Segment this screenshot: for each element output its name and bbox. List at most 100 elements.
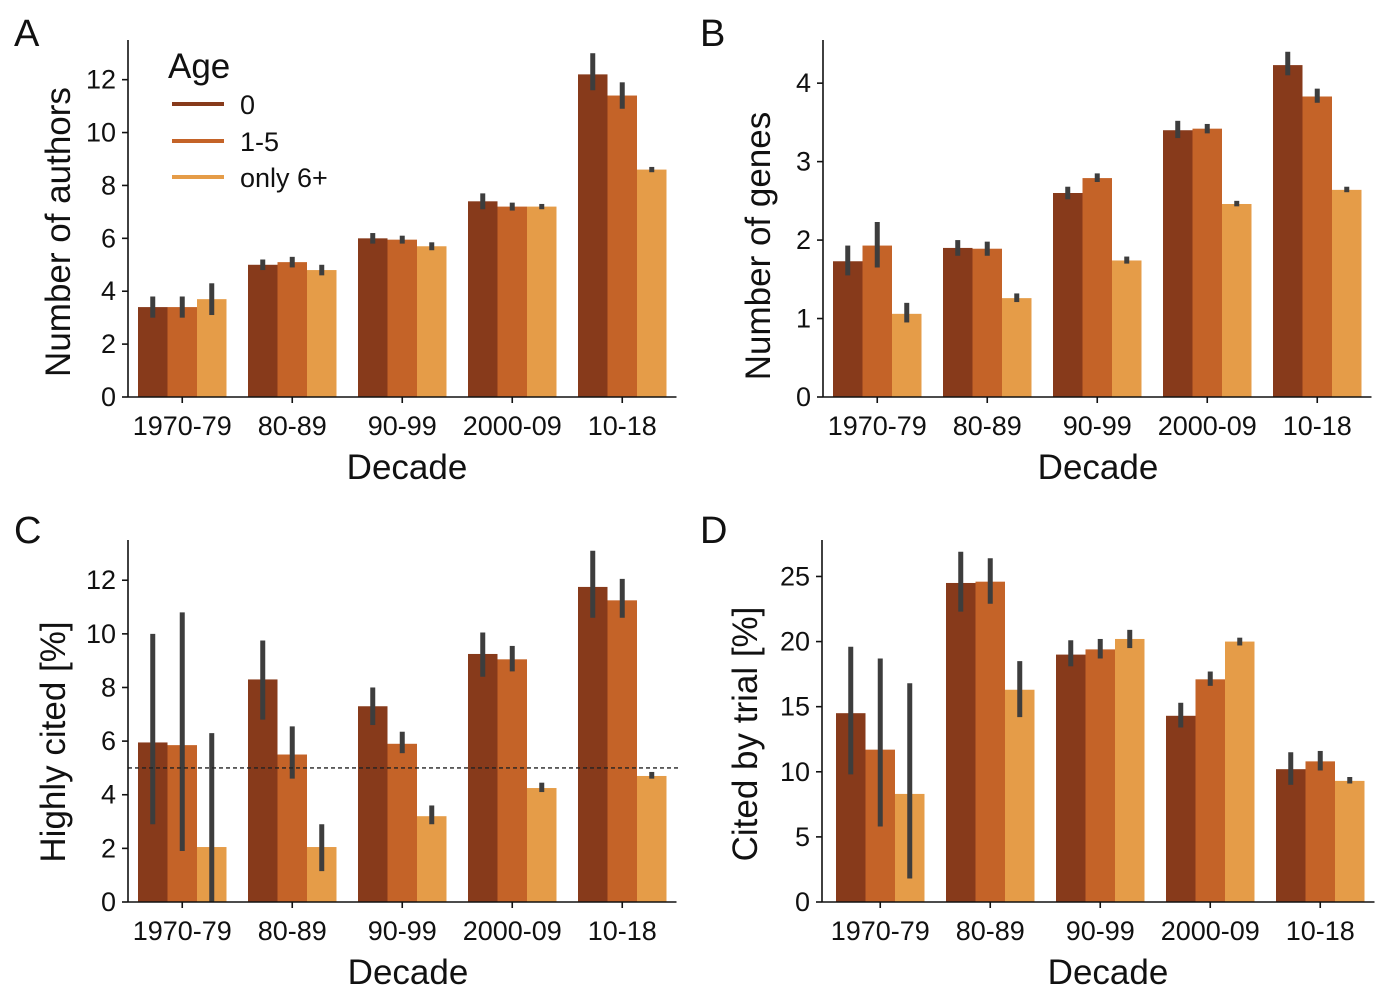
y-tick-label: 10 (86, 619, 116, 649)
bar-age-6-plus-90-99 (417, 246, 447, 397)
x-tick-label: 80-89 (258, 916, 327, 946)
x-tick-label: 80-89 (258, 411, 327, 441)
y-tick-label: 2 (101, 329, 116, 359)
bar-age-1-5-80-89 (973, 249, 1003, 397)
y-tick-label: 0 (101, 382, 116, 412)
y-tick-label: 10 (780, 757, 810, 787)
bar-age-6-plus-10-18 (1335, 781, 1365, 902)
y-tick-label: 25 (780, 561, 810, 591)
bar-age-1-5-2000-09 (498, 659, 528, 902)
x-tick-label: 10-18 (588, 411, 657, 441)
bar-age-6-plus-10-18 (637, 776, 667, 902)
bar-age-0-2000-09 (1163, 130, 1193, 397)
x-axis-title: Decade (1038, 448, 1159, 487)
y-axis-title: Highly cited [%] (34, 621, 73, 862)
x-tick-label: 10-18 (1283, 411, 1352, 441)
legend-label-age-1-5: 1-5 (240, 127, 279, 157)
bar-age-1-5-10-18 (1303, 96, 1333, 397)
x-axis-title: Decade (347, 448, 468, 487)
x-tick-label: 10-18 (1286, 916, 1355, 946)
bar-age-1-5-90-99 (388, 240, 418, 397)
bar-age-1-5-1970-79 (863, 246, 893, 397)
bar-age-1-5-80-89 (976, 582, 1006, 902)
x-tick-label: 1970-79 (831, 916, 930, 946)
bar-age-6-plus-90-99 (417, 816, 447, 902)
y-tick-label: 2 (101, 833, 116, 863)
bar-age-6-plus-2000-09 (1225, 642, 1255, 902)
y-tick-label: 5 (795, 822, 810, 852)
panel-d: D 0 5 10 15 20 25 1970-79 80-89 90-99 2000-09 10-18… (700, 510, 1375, 989)
bar-age-0-10-18 (578, 74, 608, 397)
bar-age-1-5-2000-09 (498, 207, 528, 397)
bar-age-0-80-89 (943, 248, 973, 397)
legend-label-age-6-plus: only 6+ (240, 163, 328, 193)
y-tick-label: 0 (101, 887, 116, 917)
y-tick-label: 0 (795, 887, 810, 917)
bar-age-6-plus-1970-79 (892, 314, 922, 397)
bar-age-0-10-18 (1276, 769, 1306, 902)
bar-age-0-10-18 (578, 587, 608, 902)
bar-age-1-5-90-99 (1086, 649, 1116, 902)
bar-age-6-plus-80-89 (1002, 298, 1032, 397)
panel-letter: D (700, 510, 727, 552)
x-tick-label: 1970-79 (828, 411, 927, 441)
x-tick-label: 80-89 (956, 916, 1025, 946)
x-tick-label: 10-18 (588, 916, 657, 946)
y-axis-title: Number of genes (739, 112, 778, 380)
bar-age-6-plus-80-89 (307, 270, 337, 397)
x-axis-title: Decade (1048, 953, 1169, 989)
y-tick-label: 0 (796, 382, 811, 412)
x-tick-label: 1970-79 (133, 411, 232, 441)
panel-a: A 0 2 4 6 8 10 12 1970-79 80-89 90-99 2000-09 10-18 D… (14, 13, 677, 487)
bar-age-0-1970-79 (138, 307, 168, 397)
legend-title: Age (168, 47, 230, 86)
y-tick-label: 4 (796, 68, 811, 98)
bar-age-6-plus-2000-09 (527, 788, 557, 902)
panel-letter: C (14, 510, 41, 552)
y-tick-label: 3 (796, 147, 811, 177)
y-tick-label: 6 (101, 223, 116, 253)
y-tick-label: 6 (101, 726, 116, 756)
y-tick-label: 2 (796, 225, 811, 255)
panel-c: C 0 2 4 6 8 10 12 1970-79 80-89 90-99 2000-09 10-18 D… (14, 510, 678, 989)
bar-age-6-plus-80-89 (1005, 690, 1035, 902)
y-tick-label: 8 (101, 672, 116, 702)
bar-age-1-5-10-18 (608, 600, 638, 902)
x-axis-title: Decade (348, 953, 469, 989)
y-tick-label: 8 (101, 170, 116, 200)
bar-age-0-80-89 (946, 583, 976, 902)
x-tick-label: 90-99 (1063, 411, 1132, 441)
panel-b: B 0 1 2 3 4 1970-79 80-89 90-99 2000-09 10-18 Decad… (700, 13, 1372, 487)
legend-label-age-0: 0 (240, 90, 255, 120)
bar-age-1-5-2000-09 (1196, 679, 1226, 902)
x-tick-label: 2000-09 (463, 916, 562, 946)
bar-age-1-5-80-89 (278, 262, 308, 397)
bar-age-0-90-99 (358, 706, 388, 902)
y-axis-title: Cited by trial [%] (726, 607, 765, 862)
y-tick-label: 4 (101, 780, 116, 810)
bar-age-6-plus-2000-09 (527, 207, 557, 397)
bar-age-1-5-90-99 (1083, 178, 1113, 397)
bar-age-0-2000-09 (468, 654, 498, 902)
bar-age-0-90-99 (358, 238, 388, 397)
bar-age-6-plus-90-99 (1112, 260, 1142, 397)
x-tick-label: 2000-09 (463, 411, 562, 441)
y-tick-label: 20 (780, 627, 810, 657)
legend: Age 0 1-5 only 6+ (168, 47, 328, 193)
y-tick-label: 10 (86, 118, 116, 148)
y-tick-label: 15 (780, 692, 810, 722)
x-tick-label: 90-99 (368, 411, 437, 441)
y-tick-label: 4 (101, 276, 116, 306)
x-tick-label: 90-99 (368, 916, 437, 946)
bar-age-1-5-10-18 (1306, 761, 1336, 902)
bar-age-0-2000-09 (1166, 716, 1196, 902)
bar-age-1-5-2000-09 (1193, 129, 1223, 397)
panel-letter: B (700, 13, 725, 55)
bar-age-0-90-99 (1053, 193, 1083, 397)
bar-age-0-1970-79 (833, 261, 863, 397)
x-tick-label: 2000-09 (1161, 916, 1260, 946)
bar-age-0-90-99 (1056, 655, 1086, 902)
y-tick-label: 1 (796, 304, 811, 334)
bar-age-6-plus-10-18 (637, 170, 667, 397)
bar-age-1-5-10-18 (608, 96, 638, 397)
